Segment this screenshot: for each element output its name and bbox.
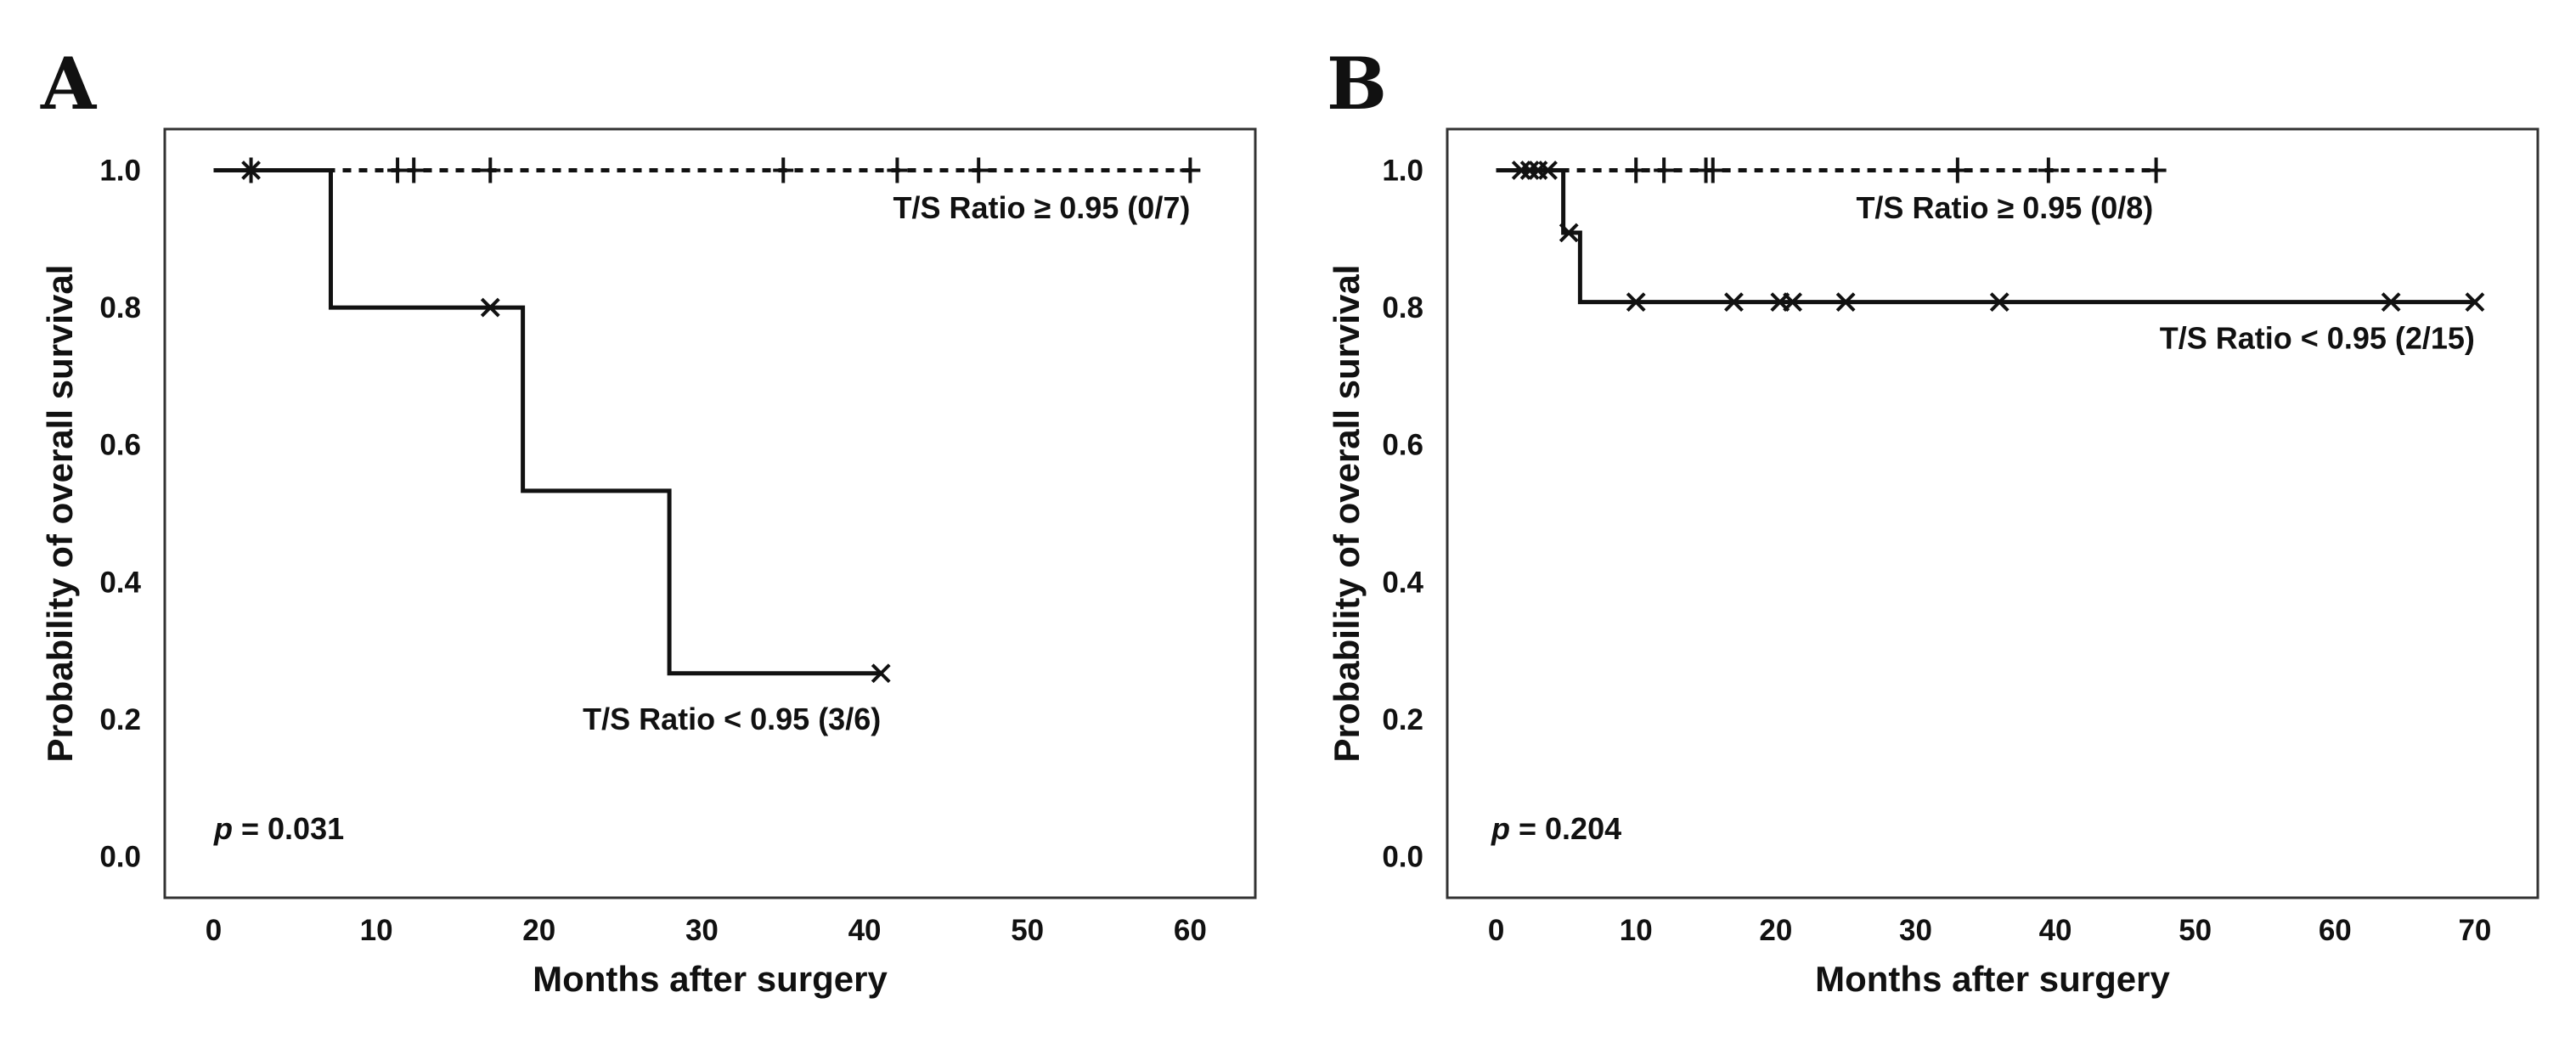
mark-stroke bbox=[1835, 292, 1856, 313]
series-label: T/S Ratio < 0.95 (2/15) bbox=[2160, 320, 2475, 355]
censor-plus-mark bbox=[887, 157, 908, 183]
y-tick-label: 0.2 bbox=[1382, 703, 1423, 736]
plot-frame bbox=[1446, 127, 2539, 899]
x-tick-label: 0 bbox=[1488, 914, 1504, 947]
mark-stroke bbox=[1626, 292, 1646, 313]
censor-plus-mark bbox=[968, 157, 989, 183]
mark-stroke bbox=[1783, 292, 1803, 313]
censor-x-mark bbox=[1519, 161, 1540, 180]
censor-plus-mark bbox=[1626, 157, 1647, 183]
x-tick-label: 50 bbox=[1011, 914, 1044, 947]
censor-plus-mark bbox=[480, 157, 501, 183]
series-low-ratio: T/S Ratio < 0.95 (2/15) bbox=[1496, 161, 2485, 355]
censor-x-mark bbox=[1724, 292, 1744, 313]
x-tick-label: 30 bbox=[1899, 914, 1932, 947]
censor-plus-mark bbox=[1947, 157, 1968, 183]
p-symbol: p bbox=[1491, 811, 1510, 846]
x-tick-label: 0 bbox=[206, 914, 222, 947]
y-tick-label: 0.4 bbox=[1382, 566, 1423, 599]
series-label: T/S Ratio ≥ 0.95 (0/7) bbox=[893, 190, 1190, 225]
mark-stroke bbox=[480, 297, 500, 318]
x-axis-label: Months after surgery bbox=[533, 959, 888, 999]
censor-x-mark bbox=[1989, 292, 2010, 313]
censor-x-mark bbox=[1538, 161, 1558, 180]
y-tick-label: 0.6 bbox=[1382, 429, 1423, 462]
censor-x-mark bbox=[1559, 223, 1579, 243]
x-tick-label: 50 bbox=[2179, 914, 2212, 947]
panel-letter: B bbox=[1327, 42, 1387, 126]
series-label: T/S Ratio < 0.95 (3/6) bbox=[583, 702, 881, 736]
x-tick-label: 70 bbox=[2458, 914, 2491, 947]
censor-x-mark bbox=[480, 297, 500, 318]
p-value-text: = 0.031 bbox=[241, 811, 344, 846]
mark-stroke bbox=[1519, 161, 1540, 180]
series-high-ratio: T/S Ratio ≥ 0.95 (0/7) bbox=[213, 157, 1201, 225]
mark-stroke bbox=[1538, 161, 1558, 180]
mark-stroke bbox=[2381, 292, 2401, 313]
panel-letter: A bbox=[40, 42, 98, 126]
x-tick-label: 20 bbox=[522, 914, 555, 947]
censor-plus-mark bbox=[2145, 157, 2167, 183]
p-value: p = 0.031 bbox=[213, 811, 344, 846]
censor-x-mark bbox=[241, 161, 261, 180]
censor-plus-mark bbox=[403, 157, 425, 183]
y-tick-label: 1.0 bbox=[1382, 154, 1423, 187]
censor-plus-mark bbox=[2038, 157, 2059, 183]
mark-stroke bbox=[1989, 292, 2010, 313]
censor-x-mark bbox=[1626, 292, 1646, 313]
y-tick-label: 0.4 bbox=[99, 566, 141, 599]
censor-plus-mark bbox=[1702, 157, 1723, 183]
mark-stroke bbox=[2465, 292, 2485, 313]
censor-x-mark bbox=[871, 663, 891, 684]
x-tick-label: 30 bbox=[685, 914, 719, 947]
mark-stroke bbox=[241, 161, 261, 180]
survival-curve bbox=[213, 167, 882, 676]
y-axis-label: Probability of overall survival bbox=[40, 265, 80, 763]
y-tick-label: 0.8 bbox=[1382, 291, 1423, 324]
censor-plus-mark bbox=[1654, 157, 1675, 183]
y-tick-label: 0.0 bbox=[1382, 841, 1423, 874]
censor-x-mark bbox=[2381, 292, 2401, 313]
x-axis-label: Months after surgery bbox=[1815, 959, 2170, 999]
x-tick-label: 60 bbox=[1174, 914, 1207, 947]
p-symbol: p bbox=[213, 811, 233, 846]
y-tick-label: 0.2 bbox=[99, 703, 141, 736]
y-tick-label: 0.0 bbox=[99, 841, 141, 874]
panel-b: B 0.0 0.2 0.4 0.6 0.8 1.0 0 10 20 30 40 50 60 70 Months… bbox=[1327, 42, 2539, 999]
y-tick-label: 0.8 bbox=[99, 291, 141, 324]
x-tick-label: 60 bbox=[2319, 914, 2352, 947]
mark-stroke bbox=[1724, 292, 1744, 313]
y-axis-label: Probability of overall survival bbox=[1327, 265, 1367, 763]
x-tick-label: 40 bbox=[848, 914, 882, 947]
y-tick-label: 0.6 bbox=[99, 429, 141, 462]
p-value: p = 0.204 bbox=[1491, 811, 1621, 846]
x-tick-label: 10 bbox=[1620, 914, 1653, 947]
x-tick-label: 40 bbox=[2039, 914, 2072, 947]
mark-stroke bbox=[1511, 161, 1531, 180]
censor-x-mark bbox=[1511, 161, 1531, 180]
censor-plus-mark bbox=[773, 157, 794, 183]
censor-plus-mark bbox=[1180, 157, 1201, 183]
censor-x-mark bbox=[1783, 292, 1803, 313]
p-value-text: = 0.204 bbox=[1519, 811, 1621, 846]
censor-x-mark bbox=[1835, 292, 1856, 313]
x-tick-label: 10 bbox=[360, 914, 393, 947]
y-tick-label: 1.0 bbox=[99, 154, 141, 187]
series-low-ratio: T/S Ratio < 0.95 (3/6) bbox=[213, 161, 891, 736]
survival-curve bbox=[1496, 167, 2475, 305]
series-label: T/S Ratio ≥ 0.95 (0/8) bbox=[1856, 190, 2153, 225]
mark-stroke bbox=[1559, 223, 1579, 243]
series-high-ratio: T/S Ratio ≥ 0.95 (0/8) bbox=[1496, 157, 2167, 225]
censor-x-mark bbox=[2465, 292, 2485, 313]
plot-frame bbox=[163, 127, 1257, 899]
x-tick-label: 20 bbox=[1759, 914, 1792, 947]
panel-a: A 0.0 0.2 0.4 0.6 0.8 1.0 0 10 20 30 40 50 60 Months a… bbox=[40, 42, 1257, 999]
mark-stroke bbox=[871, 663, 891, 684]
